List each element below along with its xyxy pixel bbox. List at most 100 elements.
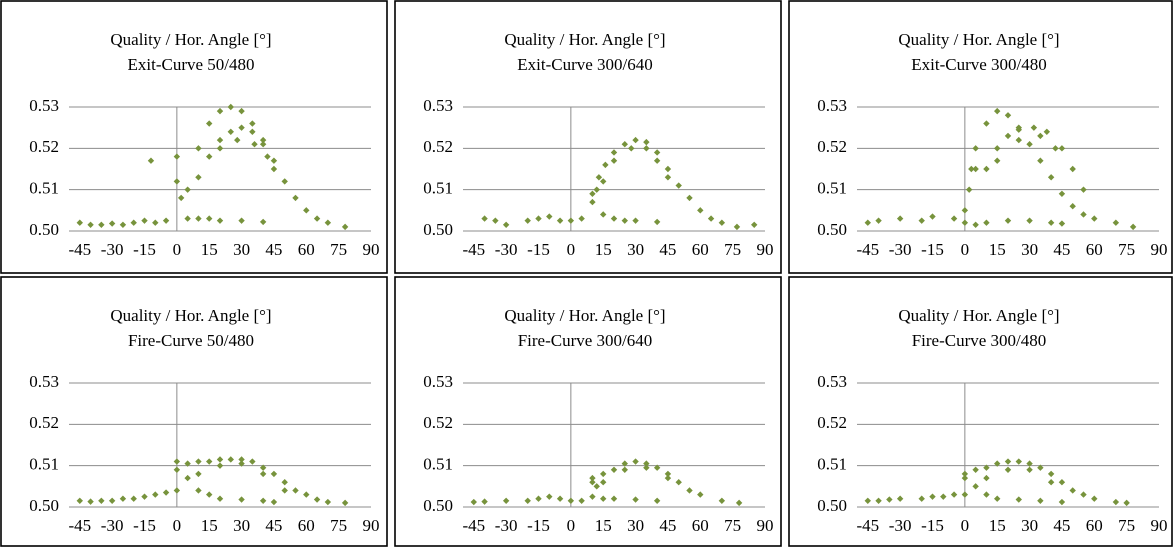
x-tick-label: 30 [627, 240, 644, 259]
point [535, 495, 542, 502]
point [972, 466, 979, 473]
y-tick-label: 0.50 [423, 496, 453, 515]
point [1123, 499, 1130, 507]
point [918, 217, 925, 224]
point [324, 219, 332, 226]
point [1058, 220, 1066, 227]
x-tick-label: -45 [856, 240, 879, 259]
panel-border [788, 0, 1173, 274]
x-tick-label: 0 [567, 240, 576, 259]
point [184, 460, 191, 467]
point [173, 487, 181, 494]
point [546, 493, 553, 500]
point [238, 460, 245, 467]
chart-subtitle: Fire-Curve 300/480 [912, 331, 1047, 350]
x-tick-label: -15 [921, 516, 944, 535]
chart-title: Quality / Hor. Angle [°] [504, 30, 665, 49]
point [1030, 124, 1038, 131]
point [502, 221, 510, 228]
point [535, 215, 542, 222]
point [918, 495, 925, 502]
y-tick-label: 0.51 [29, 179, 59, 198]
x-tick-label: 90 [757, 240, 774, 259]
y-tick-label: 0.50 [817, 496, 847, 515]
point [238, 124, 245, 131]
y-tick-label: 0.52 [423, 413, 453, 432]
point [184, 186, 191, 193]
x-tick-label: 0 [567, 516, 576, 535]
point [961, 491, 969, 498]
point [983, 219, 990, 226]
point [994, 460, 1001, 467]
panel-border [394, 0, 782, 274]
panel-border [0, 276, 388, 547]
x-tick-label: 15 [595, 516, 612, 535]
chart-title: Quality / Hor. Angle [°] [110, 30, 271, 49]
point [567, 497, 575, 504]
point [567, 217, 575, 224]
chart-subtitle: Fire-Curve 300/640 [518, 331, 653, 350]
point [492, 217, 499, 224]
point [216, 462, 224, 469]
chart-title: Quality / Hor. Angle [°] [504, 306, 665, 325]
point [875, 497, 882, 504]
point [610, 149, 618, 156]
x-tick-label: 90 [363, 240, 380, 259]
point [896, 495, 904, 502]
point [270, 165, 278, 173]
point [249, 458, 256, 465]
point [621, 460, 628, 467]
point [653, 497, 661, 504]
point [195, 174, 202, 181]
point [896, 215, 904, 222]
point [968, 165, 975, 173]
point [1026, 460, 1033, 467]
point [621, 466, 628, 473]
point [965, 186, 973, 193]
point [972, 483, 979, 490]
point [643, 145, 650, 152]
point [664, 165, 672, 173]
y-tick-label: 0.50 [817, 220, 847, 239]
x-tick-label: -30 [495, 516, 518, 535]
point [589, 493, 596, 500]
point [950, 215, 958, 222]
point [130, 495, 137, 502]
x-tick-label: 45 [265, 516, 282, 535]
point [303, 207, 310, 214]
point [162, 489, 170, 496]
x-tick-label: 75 [330, 240, 347, 259]
point [994, 145, 1001, 152]
point [249, 120, 256, 127]
point [556, 217, 564, 224]
panel-border [788, 276, 1173, 547]
point [589, 198, 596, 206]
chart-title: Quality / Hor. Angle [°] [110, 306, 271, 325]
point [270, 157, 278, 164]
x-tick-label: 30 [233, 516, 250, 535]
point [481, 498, 488, 505]
point [313, 496, 321, 503]
point [238, 107, 245, 115]
point [502, 497, 510, 504]
x-tick-label: 15 [201, 516, 218, 535]
point [556, 495, 564, 502]
point [940, 493, 947, 500]
point [589, 474, 596, 482]
y-tick-label: 0.50 [29, 220, 59, 239]
point [227, 128, 234, 135]
point [600, 211, 607, 218]
point [1037, 157, 1044, 164]
point [1037, 497, 1044, 504]
point [578, 497, 585, 504]
point [147, 157, 155, 164]
y-tick-label: 0.52 [817, 413, 847, 432]
point [173, 458, 181, 465]
panel-border [394, 276, 782, 547]
x-tick-label: 45 [659, 516, 676, 535]
chart-title: Quality / Hor. Angle [°] [898, 306, 1059, 325]
x-tick-label: -15 [527, 516, 550, 535]
point [234, 136, 241, 144]
point [238, 496, 245, 503]
